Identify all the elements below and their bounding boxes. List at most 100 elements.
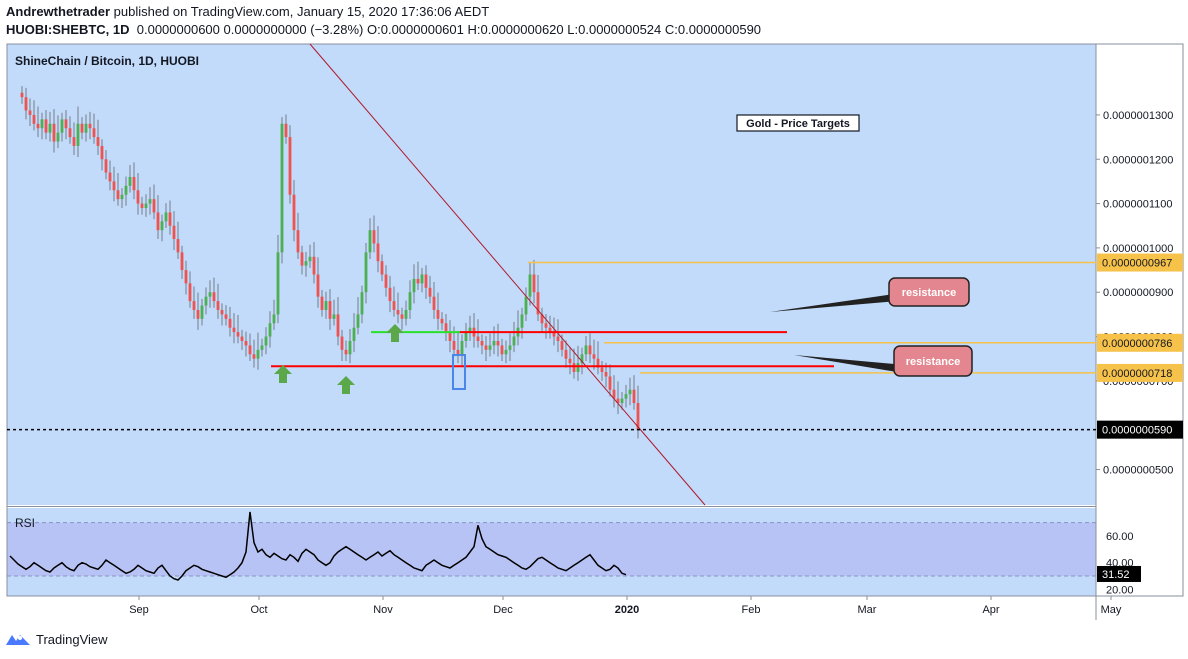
candle-down bbox=[52, 123, 56, 142]
candle-down bbox=[80, 123, 84, 133]
candle-down bbox=[436, 309, 440, 319]
current-price-label: 0.0000000590 bbox=[1102, 425, 1172, 437]
candle-down bbox=[484, 345, 488, 350]
candle-down bbox=[216, 301, 220, 310]
time-tick-label: Mar bbox=[858, 604, 877, 616]
candle-up bbox=[464, 332, 468, 341]
candle-down bbox=[636, 403, 640, 430]
candle-down bbox=[220, 309, 224, 315]
candle-up bbox=[272, 314, 276, 324]
high-value: H:0.0000000620 bbox=[467, 22, 564, 37]
callout-pointer bbox=[794, 355, 894, 372]
candle-down bbox=[560, 340, 564, 350]
candle-down bbox=[440, 318, 444, 324]
candle-up bbox=[492, 340, 496, 346]
candle-down bbox=[392, 301, 396, 310]
candle-down bbox=[388, 287, 392, 302]
candle-down bbox=[96, 137, 100, 146]
candle-down bbox=[416, 278, 420, 284]
candle-up bbox=[504, 349, 508, 355]
symbol-label: HUOBI:SHEBTC, 1D bbox=[6, 22, 130, 37]
candle-up bbox=[356, 314, 360, 328]
candle-down bbox=[156, 212, 160, 231]
candle-down bbox=[192, 301, 196, 310]
candle-down bbox=[248, 345, 252, 355]
candle-down bbox=[140, 203, 144, 209]
candle-down bbox=[344, 349, 348, 355]
candle-up bbox=[620, 398, 624, 404]
candle-down bbox=[612, 389, 616, 399]
candle-down bbox=[396, 309, 400, 315]
candle-down bbox=[188, 283, 192, 302]
candle-down bbox=[376, 243, 380, 262]
open-value: O:0.0000000601 bbox=[367, 22, 464, 37]
candle-down bbox=[548, 327, 552, 333]
price-tick-label: 0.0000000900 bbox=[1103, 287, 1173, 299]
candle-down bbox=[480, 340, 484, 346]
candle-up bbox=[60, 119, 64, 133]
up-arrow-icon bbox=[274, 365, 292, 383]
candle-down bbox=[544, 323, 548, 328]
candle-up bbox=[308, 256, 312, 262]
close-value: C:0.0000000590 bbox=[664, 22, 762, 37]
candle-down bbox=[232, 327, 236, 333]
candle-up bbox=[48, 123, 52, 133]
candle-down bbox=[100, 145, 104, 160]
candle-down bbox=[500, 345, 504, 355]
footer: TradingView bbox=[6, 632, 108, 647]
candle-down bbox=[532, 274, 536, 293]
candle-up bbox=[76, 123, 80, 146]
rsi-tick-label: 20.00 bbox=[1106, 584, 1134, 596]
candle-down bbox=[600, 367, 604, 373]
candle-up bbox=[584, 345, 588, 355]
rsi-pane[interactable]: RSI bbox=[7, 508, 1096, 596]
price-tick-label: 0.0000001100 bbox=[1103, 199, 1173, 211]
candle-down bbox=[328, 301, 332, 319]
candle-up bbox=[360, 292, 364, 315]
candle-down bbox=[36, 123, 40, 129]
candle-down bbox=[400, 314, 404, 319]
candle-down bbox=[196, 309, 200, 319]
candle-up bbox=[580, 354, 584, 364]
candle-up bbox=[352, 327, 356, 341]
tradingview-logo-icon bbox=[6, 634, 30, 645]
candle-down bbox=[104, 159, 108, 173]
candle-up bbox=[412, 278, 416, 293]
candle-down bbox=[20, 92, 24, 98]
drawing-overlays[interactable]: 0.0000000967 0.0000000786 0.0000000718 0.00… bbox=[7, 43, 1183, 506]
resistance-callout-label: resistance bbox=[902, 287, 956, 299]
candle-down bbox=[316, 274, 320, 297]
candle-up bbox=[524, 296, 528, 315]
candle-up bbox=[508, 345, 512, 350]
candle-up bbox=[304, 261, 308, 266]
time-tick-label: Nov bbox=[373, 604, 393, 616]
up-arrow-icon bbox=[337, 376, 355, 394]
candle-down bbox=[172, 225, 176, 240]
candle-down bbox=[456, 349, 460, 355]
price-target-label: 0.0000000786 bbox=[1102, 338, 1172, 350]
candle-down bbox=[72, 137, 76, 146]
price-target-label: 0.0000000967 bbox=[1102, 258, 1172, 270]
candle-up bbox=[268, 323, 272, 337]
callout-pointer bbox=[770, 294, 889, 312]
candle-up bbox=[276, 252, 280, 315]
candle-down bbox=[132, 176, 136, 191]
price-pane[interactable]: ShineChain / Bitcoin, 1D, HUOBI bbox=[7, 44, 1096, 505]
candle-up bbox=[144, 203, 148, 209]
price-tick-label: 0.0000001200 bbox=[1103, 154, 1173, 166]
candle-down bbox=[536, 292, 540, 315]
candle-up bbox=[56, 132, 60, 142]
time-tick-label: Sep bbox=[129, 604, 149, 616]
candle-down bbox=[556, 336, 560, 341]
candle-up bbox=[256, 349, 260, 359]
candle-up bbox=[128, 176, 132, 186]
highlight-box bbox=[452, 354, 466, 390]
candle-down bbox=[44, 119, 48, 133]
candle-down bbox=[596, 358, 600, 368]
candle-down bbox=[444, 323, 448, 333]
candle-down bbox=[604, 372, 608, 377]
publish-info: published on TradingView.com, January 15… bbox=[113, 4, 490, 19]
candle-down bbox=[452, 340, 456, 350]
candle-down bbox=[184, 270, 188, 284]
